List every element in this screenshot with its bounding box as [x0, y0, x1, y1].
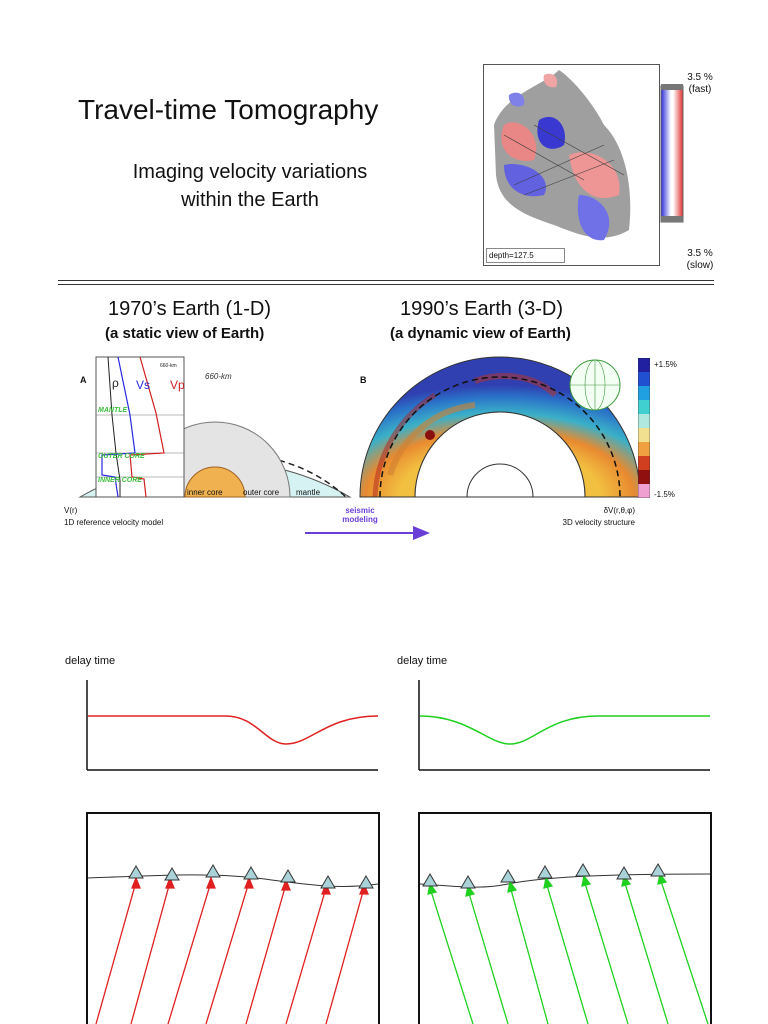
modeling-arrow-icon [305, 526, 430, 540]
map-fast-anomaly-3 [577, 195, 610, 241]
mantle-label: mantle [296, 488, 321, 497]
station-icon [500, 869, 516, 883]
station-icon [320, 875, 336, 889]
scale-bottom-value: 3.5 % [687, 248, 713, 259]
delay-curve-red [88, 715, 379, 745]
panel-a-letter: A [80, 375, 87, 385]
inner-core-3d [466, 463, 534, 498]
station-icon [205, 864, 221, 878]
subtitle-line-1: Imaging velocity variations [132, 161, 368, 183]
map-faults [503, 124, 625, 196]
page-title: Travel-time Tomography [78, 94, 379, 125]
map-fast-anomaly [537, 116, 565, 149]
delay-label-left: delay time [65, 655, 116, 667]
station-icon [616, 866, 632, 880]
earth-1d-heading: 1970’s Earth (1-D) [108, 298, 272, 320]
station-icon [575, 863, 591, 877]
3d-scale-top: +1.5% [654, 360, 677, 369]
inner-core [184, 466, 246, 498]
earth-3d-diagram [359, 356, 641, 498]
boundary-660-3d [379, 376, 621, 498]
map-slow-anomaly-3 [543, 73, 558, 88]
station-icon [243, 866, 259, 880]
vp-curve [129, 356, 165, 498]
divider-top [58, 280, 714, 281]
station-icon [537, 865, 553, 879]
station-icon [650, 863, 666, 877]
divider-bottom [58, 284, 714, 285]
outer-core-label: outer core [243, 488, 280, 497]
scale-bottom-word: (slow) [686, 260, 714, 271]
1d-caption: 1D reference velocity model [64, 518, 164, 527]
3d-scale-bottom: -1.5% [654, 490, 675, 499]
delay-plot-right [418, 680, 710, 771]
station-icon [460, 875, 476, 889]
map-slow-anomaly-2 [569, 152, 620, 199]
v-r-symbol: V(r) [64, 506, 78, 515]
earth-1d-diagram: 660-km inner core outer core mantle ρ Vs… [78, 356, 352, 498]
ray-diagram-left [86, 812, 380, 1024]
station-icon [164, 867, 180, 881]
3d-color-scale [638, 358, 650, 498]
tomography-map: depth=127.5 [483, 64, 660, 266]
vp-label: Vp [170, 378, 185, 392]
modeling-line-1: seismic [345, 506, 375, 515]
map-fast-anomaly-4 [508, 92, 525, 107]
map-slow-anomaly [501, 122, 537, 161]
scale-top-word: (fast) [688, 84, 712, 95]
station-icon [128, 865, 144, 879]
inner-core-label: inner core [187, 488, 223, 497]
depth-label: depth=127.5 [486, 248, 565, 263]
dv-symbol: δV(r,θ,φ) [603, 506, 635, 515]
label-660-km: 660-km [205, 372, 232, 381]
vs-curve [101, 356, 136, 498]
label-660-km-inset: 660-km [160, 363, 177, 369]
earth-1d-subheading: (a static view of Earth) [105, 325, 265, 342]
scale-top-label: 3.5 % (fast) [680, 72, 720, 96]
rho-label: ρ [112, 376, 119, 390]
earth-3d-subheading: (a dynamic view of Earth) [390, 325, 571, 342]
velocity-color-scale [660, 84, 684, 223]
vs-label: Vs [136, 378, 150, 392]
panel-b-letter: B [360, 375, 367, 385]
delay-curve-green [419, 715, 710, 745]
scale-bottom-label: 3.5 % (slow) [680, 248, 720, 272]
3d-caption: 3D velocity structure [562, 518, 635, 527]
seismic-modeling-label: seismic modeling [320, 506, 400, 524]
slow-anomaly-3d [425, 430, 435, 440]
station-icon [280, 869, 296, 883]
inner-core-tag: INNER CORE [98, 477, 142, 484]
station-icon [358, 875, 374, 889]
delay-label-right: delay time [397, 655, 448, 667]
mantle-tag: MANTLE [98, 407, 127, 414]
page-subtitle: Imaging velocity variations within the E… [110, 158, 390, 214]
station-icon [422, 873, 438, 887]
scale-top-value: 3.5 % [687, 72, 713, 83]
modeling-line-2: modeling [342, 515, 378, 524]
tomography-map-image [494, 70, 631, 241]
profile-inset [95, 356, 185, 498]
density-curve [107, 356, 121, 497]
outer-core-tag: OUTER CORE [98, 453, 145, 460]
ray-diagram-right [418, 812, 712, 1024]
surface-line-right [419, 873, 711, 888]
subtitle-line-2: within the Earth [181, 189, 319, 211]
core-3d [414, 411, 586, 498]
earth-3d-heading: 1990’s Earth (3-D) [400, 298, 564, 320]
delay-plot-left [86, 680, 379, 771]
